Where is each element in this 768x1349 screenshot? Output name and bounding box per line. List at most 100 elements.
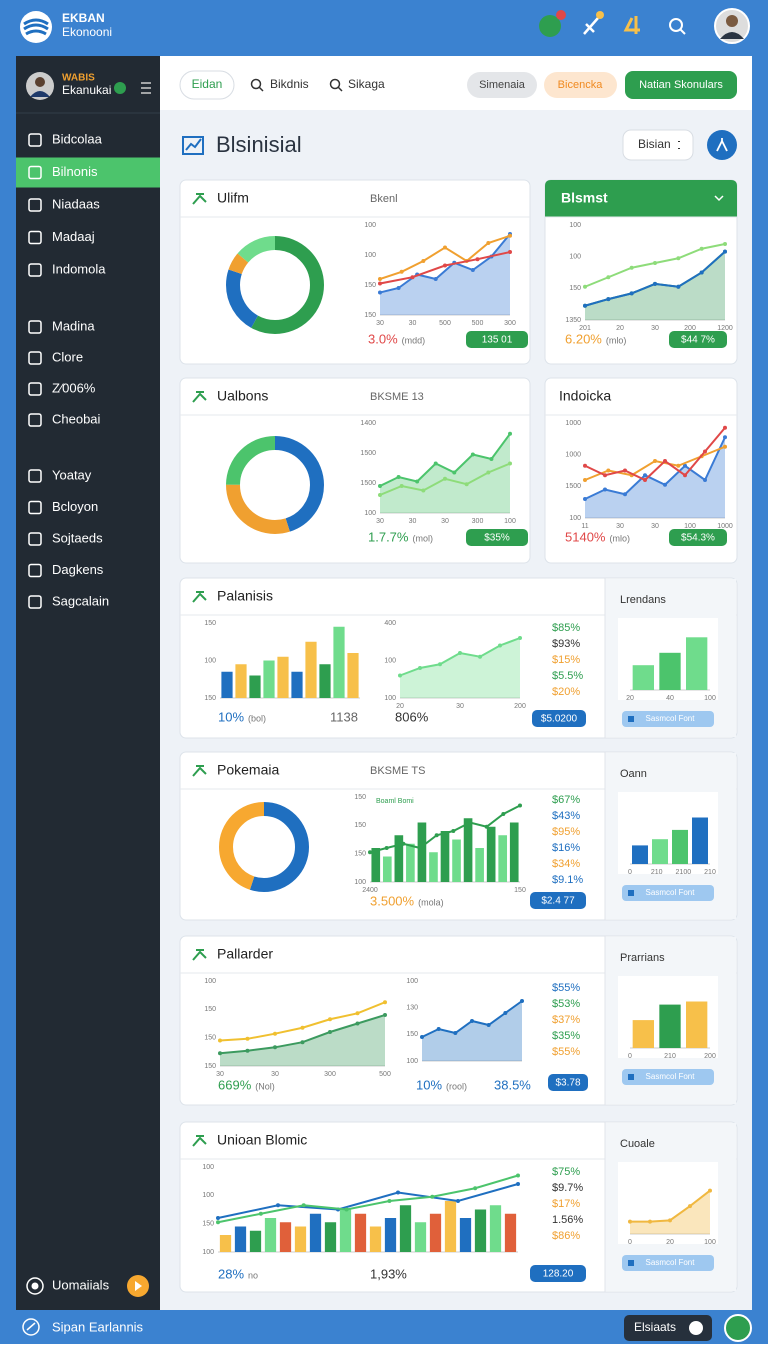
button[interactable] [544,72,617,98]
x-label: 30 [376,518,384,525]
header-icon[interactable] [623,16,640,34]
panel-button-label[interactable]: Sasmcol Font [646,888,696,897]
point [328,1017,332,1022]
button[interactable] [467,72,537,98]
panel-button-label[interactable]: Sasmcol Font [646,714,696,723]
badge[interactable] [530,892,586,909]
y-label: 150 [364,282,376,289]
badge[interactable] [669,331,727,348]
nav-item[interactable]: Dagkens [52,562,104,577]
nav-item[interactable]: Bcloyon [52,499,98,514]
y-label: 100 [569,515,581,522]
panel-button[interactable] [622,711,714,727]
badge-label[interactable]: 135 01 [482,335,513,346]
x-label: 30 [271,1071,279,1078]
stat-note: no [248,1270,258,1280]
header-icon[interactable] [583,11,604,35]
y-label: 150 [204,1035,216,1042]
point [276,1203,280,1208]
bottom-right[interactable]: Elsiaats [634,1320,676,1334]
panel-button[interactable] [622,885,714,901]
point [603,487,607,492]
nav-item[interactable]: Bidcolaa [52,131,103,146]
menu-toggle[interactable] [141,82,151,94]
point [344,1207,349,1212]
panel-button[interactable] [622,1255,714,1271]
x-label: 2400 [362,887,378,894]
user-avatar[interactable] [26,72,54,100]
badge-label[interactable]: 128.20 [543,1269,574,1280]
panel-button-label[interactable]: Sasmcol Font [646,1258,696,1267]
y-label: 150 [406,1031,418,1038]
y-label: 150 [354,822,366,829]
bottom-left[interactable]: Sipan Earlannis [52,1319,144,1334]
button-label[interactable]: Simenaia [479,79,526,91]
fab[interactable] [707,130,737,160]
stat-note: (mol) [412,533,433,543]
point [518,636,522,640]
badge[interactable] [466,331,528,348]
chat-button[interactable] [724,1314,752,1342]
button[interactable] [625,71,737,99]
point [421,488,426,493]
button-label[interactable]: Bicencka [558,79,604,91]
badge[interactable] [669,529,727,546]
badge[interactable] [530,1265,586,1282]
nav-item[interactable]: Sagcalain [52,593,109,608]
nav-item[interactable]: Bilnonis [52,164,98,179]
badge-label[interactable]: $44 7% [681,335,715,346]
bar [498,835,508,882]
y-label: 130 [406,1005,418,1012]
bottom-button[interactable] [624,1315,712,1341]
x-label: 210 [704,869,716,876]
stat: 10% [416,1077,442,1092]
point [378,484,382,488]
search-icon [250,78,264,92]
y-label: 150 [202,1221,214,1228]
badge-label[interactable]: $3.78 [555,1078,580,1089]
badge-label[interactable]: $35% [484,533,510,544]
badge[interactable] [548,1074,588,1091]
point [470,1019,474,1023]
select[interactable] [622,129,694,161]
tab-label[interactable]: Bikdnis [270,77,309,91]
badge[interactable] [466,529,528,546]
nav-item[interactable]: Madina [52,318,95,333]
stat: 3.0% [368,331,398,346]
footer-button[interactable] [127,1275,149,1297]
point [218,1038,222,1043]
badge[interactable] [532,710,586,727]
header-icon[interactable] [539,10,566,37]
point [401,841,406,846]
nav-item[interactable]: Z⁄006% [52,380,96,395]
nav-item[interactable]: Madaaj [52,229,95,244]
sidebar-footer[interactable]: Uomaiials [52,1277,110,1292]
stat: 6.20% [565,331,602,346]
badge-label[interactable]: $2.4 77 [541,896,575,907]
point [216,1220,220,1225]
bar [384,1218,397,1252]
status-dot [114,82,126,94]
select-label[interactable]: Bisian [638,137,671,151]
nav-item[interactable]: Yoatay [52,467,92,482]
badge-label[interactable]: $54.3% [681,533,715,544]
list-item: $35% [552,1030,580,1042]
nav-item[interactable]: Sojtaeds [52,530,103,545]
avatar[interactable] [714,8,750,44]
panel-button[interactable] [622,1069,714,1085]
chevron[interactable] [714,195,724,202]
point [433,277,438,281]
panel-button-label[interactable]: Sasmcol Font [646,1072,696,1081]
tab-label[interactable]: Eidan [192,77,223,91]
list-item: $86% [552,1230,580,1242]
tab-label[interactable]: Sikaga [348,77,385,91]
button-label[interactable]: Natian Skonulars [639,79,723,91]
point [378,493,382,497]
search-icon[interactable] [669,18,686,35]
badge-label[interactable]: $5.0200 [541,714,578,725]
nav-item[interactable]: Indomola [52,261,106,276]
nav-item[interactable]: Cheobai [52,411,101,426]
nav-item[interactable]: Clore [52,349,83,364]
tab[interactable] [179,70,235,100]
nav-item[interactable]: Niadaas [52,196,100,211]
